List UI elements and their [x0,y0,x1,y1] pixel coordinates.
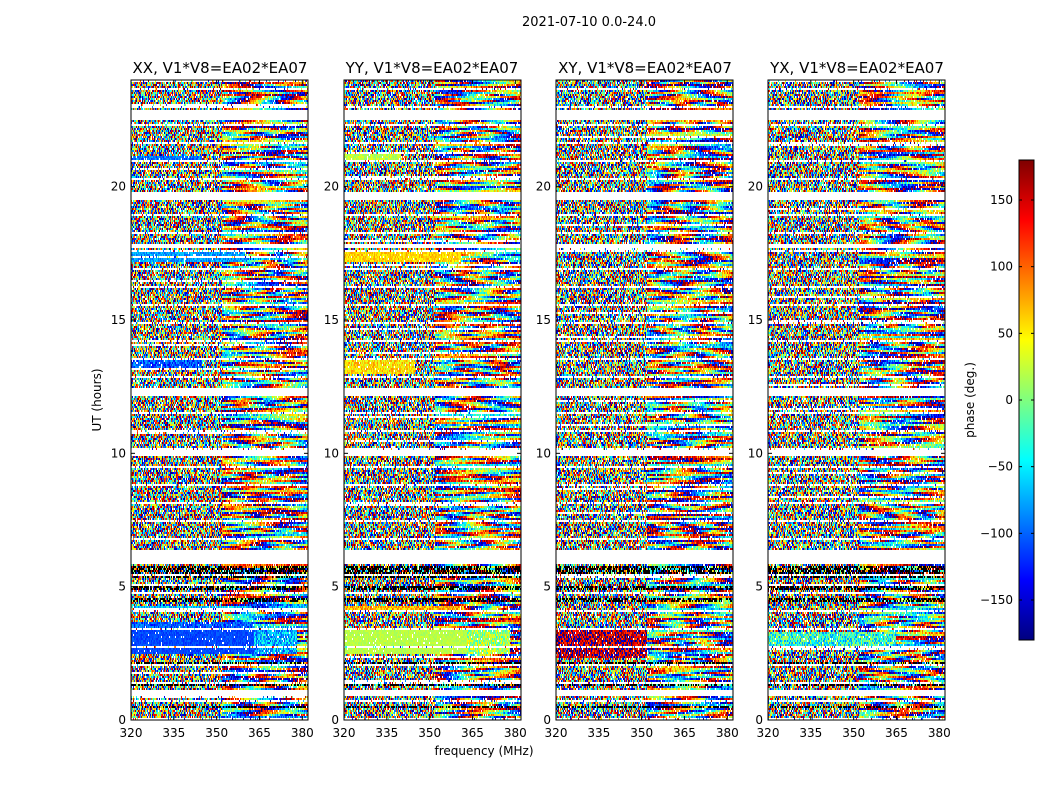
y-tick-label: 0 [118,713,126,727]
x-tick-label: 320 [333,726,356,740]
y-tick-label: 0 [543,713,551,727]
y-tick-label: 5 [331,580,339,594]
y-tick-label: 10 [111,446,126,460]
colorbar-tick-label: 150 [990,193,1013,207]
x-tick-label: 320 [545,726,568,740]
y-tick-label: 5 [543,580,551,594]
heatmap-image-1 [131,80,308,720]
colorbar-tick-label: −50 [988,460,1013,474]
y-tick-label: 10 [536,446,551,460]
colorbar-tick-label: −150 [980,593,1013,607]
colorbar-tick-label: −100 [980,526,1013,540]
y-tick-label: 5 [755,580,763,594]
figure-title: 2021-07-10 0.0-24.0 [522,15,656,30]
x-tick-label: 335 [162,726,185,740]
panel-xx: XX, V1*V8=EA02*EA07 [133,59,308,77]
panel-title-xx: XX, V1*V8=EA02*EA07 [133,59,308,77]
y-tick-label: 10 [324,446,339,460]
x-tick-label: 320 [120,726,143,740]
x-tick-label: 365 [248,726,271,740]
y-tick-label: 0 [331,713,339,727]
x-tick-label: 380 [504,726,527,740]
x-tick-label: 365 [885,726,908,740]
x-tick-label: 335 [587,726,610,740]
y-tick-label: 5 [118,580,126,594]
panel-yy: YY, V1*V8=EA02*EA07 [345,59,519,77]
x-tick-label: 365 [673,726,696,740]
y-tick-label: 0 [755,713,763,727]
x-tick-label: 350 [630,726,653,740]
y-tick-label: 20 [324,180,339,194]
x-tick-label: 350 [418,726,441,740]
colorbar-tick-label: 0 [1005,393,1013,407]
y-tick-label: 20 [748,180,763,194]
y-tick-label: 15 [111,313,126,327]
x-tick-label: 350 [205,726,228,740]
x-axis-label: frequency (MHz) [434,744,533,758]
panel-title-yy: YY, V1*V8=EA02*EA07 [345,59,519,77]
x-tick-label: 380 [716,726,739,740]
colorbar-tick-label: 50 [998,326,1013,340]
y-tick-label: 20 [536,180,551,194]
x-tick-label: 365 [461,726,484,740]
colorbar-label: phase (deg.) [963,362,977,438]
y-axis-label: UT (hours) [90,368,104,431]
plot-frame-1 [130,79,309,721]
panel-yx: YX, V1*V8=EA02*EA07 [769,59,944,77]
y-tick-label: 10 [748,446,763,460]
heatmap-image-2 [344,80,521,720]
colorbar-tick-label: 100 [990,260,1013,274]
x-tick-label: 380 [291,726,314,740]
colorbar: phase (deg.) 150 100 50 0 −50 −100 −150 [963,159,1035,641]
y-tick-label: 15 [748,313,763,327]
heatmap-image-4 [768,80,945,720]
heatmap-image-3 [556,80,733,720]
panel-title-yx: YX, V1*V8=EA02*EA07 [769,59,944,77]
x-tick-label: 335 [375,726,398,740]
y-tick-label: 15 [324,313,339,327]
x-tick-label: 350 [842,726,865,740]
plot-frame-3 [555,79,734,721]
panel-title-xy: XY, V1*V8=EA02*EA07 [558,59,732,77]
y-tick-label: 15 [536,313,551,327]
panel-xy: XY, V1*V8=EA02*EA07 [558,59,732,77]
x-tick-label: 335 [799,726,822,740]
y-tick-label: 20 [111,180,126,194]
x-tick-label: 380 [928,726,951,740]
plot-frame-4 [767,79,946,721]
x-tick-label: 320 [757,726,780,740]
plot-frame-2 [343,79,522,721]
